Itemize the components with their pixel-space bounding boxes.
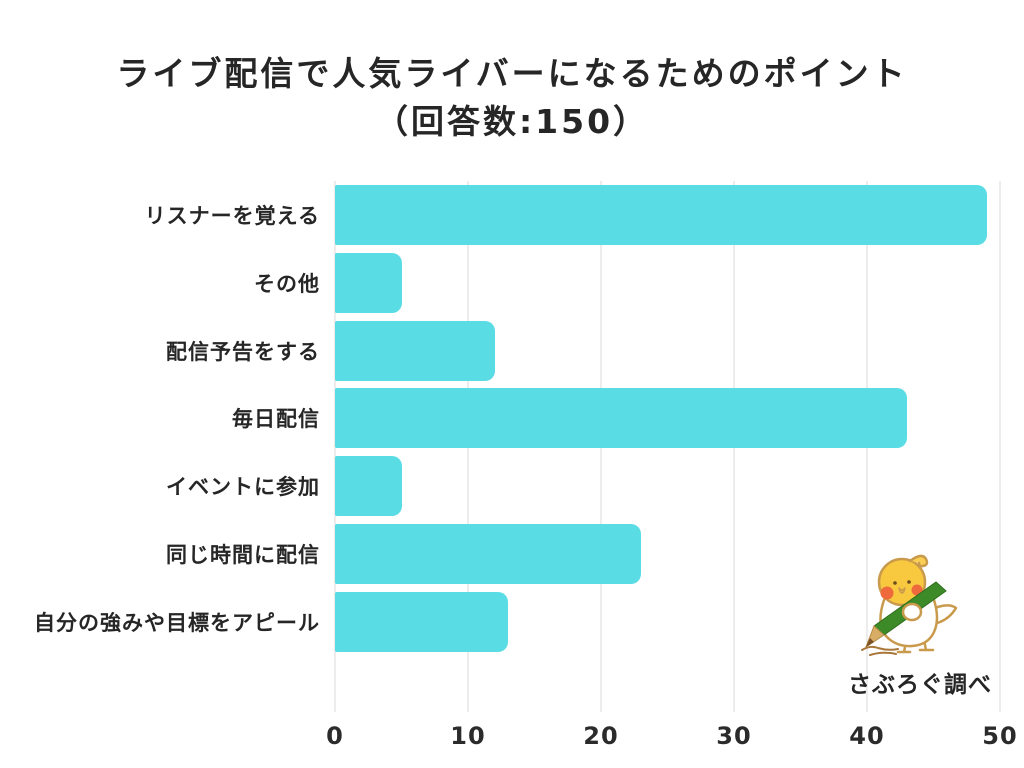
bar: [335, 388, 907, 449]
category-label: 配信予告をする: [166, 339, 320, 364]
category-label: 毎日配信: [232, 407, 320, 432]
chart-title-line2: （回答数:150）: [374, 101, 650, 141]
category-axis: リスナーを覚える その他 配信予告をする 毎日配信 イベントに参加 同じ時間に配…: [0, 181, 322, 656]
bar-row: [335, 385, 1000, 453]
x-tick-label: 20: [583, 722, 619, 750]
gridline: [999, 181, 1001, 712]
mascot-bird-icon: [861, 554, 958, 656]
bar: [335, 456, 402, 517]
x-tick-label: 50: [982, 722, 1018, 750]
category-label: イベントに参加: [166, 475, 320, 500]
x-axis: 0 10 20 30 40 50: [326, 722, 1017, 758]
bar: [335, 591, 508, 652]
bar: [335, 320, 495, 381]
bar: [335, 524, 641, 585]
category-label: 同じ時間に配信: [166, 543, 320, 568]
survey-credit: さぶろぐ調べ: [848, 672, 992, 698]
x-tick-label: 30: [716, 722, 752, 750]
chart-title: ライブ配信で人気ライバーになるためのポイント （回答数:150）: [0, 50, 1024, 146]
bar-row: [335, 520, 1000, 588]
category-label: リスナーを覚える: [144, 203, 320, 228]
bar-row: [335, 181, 1000, 249]
category-label: 自分の強みや目標をアピール: [34, 610, 320, 635]
bar: [335, 252, 402, 313]
chart-title-line1: ライブ配信で人気ライバーになるためのポイント: [116, 54, 908, 93]
bar-row: [335, 249, 1000, 317]
bar-row: [335, 588, 1000, 656]
bar-series: [335, 181, 1000, 656]
bar-row: [335, 452, 1000, 520]
bar: [335, 184, 987, 245]
x-tick-label: 0: [326, 722, 344, 750]
x-tick-label: 10: [450, 722, 486, 750]
x-tick-label: 40: [849, 722, 885, 750]
category-label: その他: [254, 271, 320, 296]
bar-row: [335, 317, 1000, 385]
